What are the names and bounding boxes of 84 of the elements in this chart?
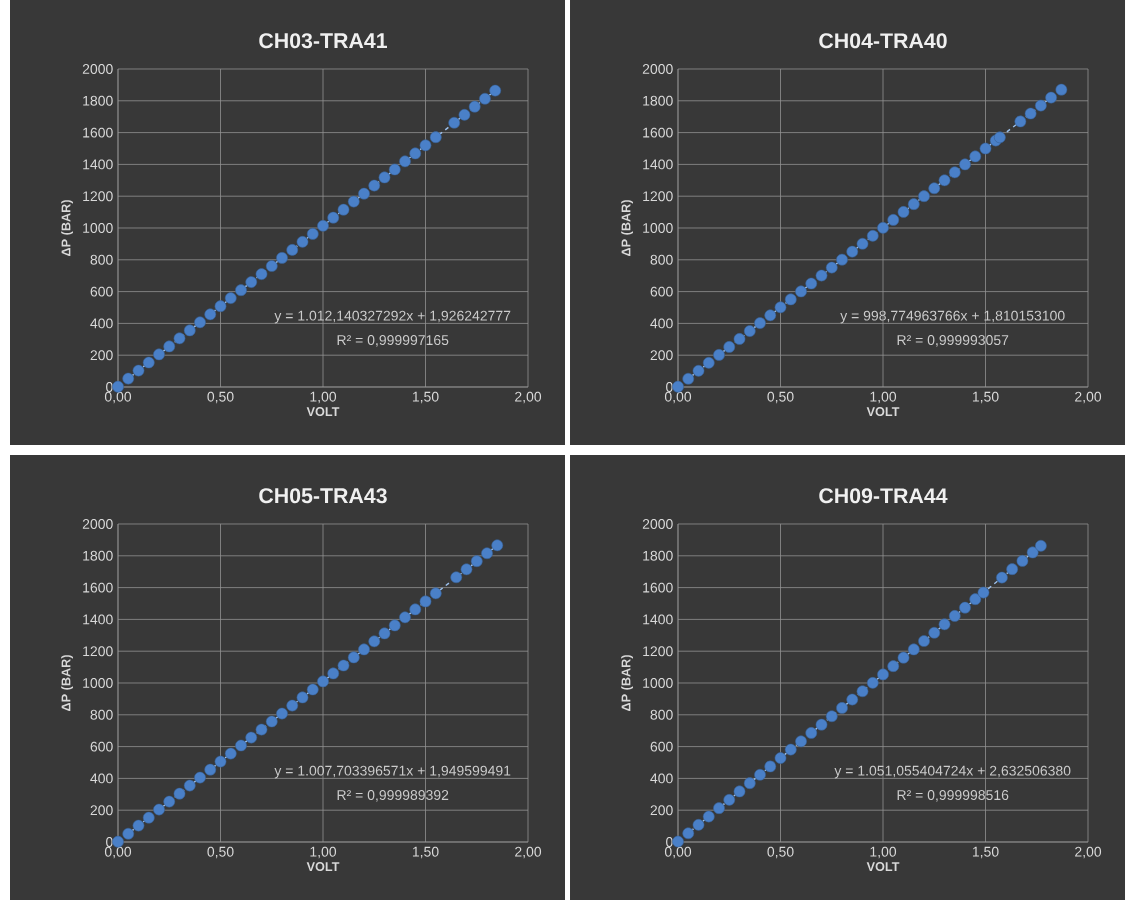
y-tick-label: 400 [90, 318, 113, 329]
annotation: y = 1.051,055404724x + 2,632506380 [834, 765, 1071, 779]
y-tick-label: 0 [106, 837, 113, 847]
y-tick-label: 800 [90, 709, 113, 720]
chart-title: CH05-TRA43 [259, 488, 387, 504]
x-tick-label: 0,00 [104, 391, 132, 404]
x-tick-label: 1,00 [870, 391, 897, 404]
y-tick-label: 1000 [83, 678, 113, 688]
y-tick-label: 2000 [82, 519, 113, 529]
y-tick-label: 200 [650, 350, 673, 361]
annotation: R² = 0,999989392 [337, 790, 449, 802]
y-tick-label: 600 [650, 741, 673, 752]
y-tick-label: 1200 [83, 191, 113, 202]
annotation: y = 1.012,140327292x + 1,926242777 [274, 310, 511, 324]
y-tick-label: 1000 [643, 223, 673, 233]
y-axis-title: ΔP (BAR) [621, 200, 633, 256]
y-tick-label: 1200 [643, 191, 673, 202]
y-tick-label: 200 [90, 350, 113, 361]
y-tick-label: 1200 [643, 646, 673, 657]
x-tick-label: 0,00 [664, 391, 692, 404]
y-tick-label: 1400 [643, 614, 673, 625]
x-tick-label: 1,50 [412, 391, 439, 404]
y-tick-label: 1600 [83, 582, 113, 593]
x-tick-label: 1,00 [310, 391, 337, 404]
y-tick-label: 1800 [83, 550, 113, 561]
y-tick-label: 600 [650, 286, 673, 297]
annotation: y = 998,774963766x + 1,810153100 [840, 310, 1065, 324]
x-tick-label: 0,50 [207, 391, 234, 404]
x-axis-title: VOLT [866, 407, 900, 417]
y-tick-label: 200 [650, 805, 673, 816]
x-tick-label: 1,50 [972, 391, 999, 404]
y-tick-label: 800 [650, 709, 673, 720]
chart-title: CH03-TRA41 [259, 33, 387, 49]
y-tick-label: 600 [90, 286, 113, 297]
x-tick-label: 1,00 [310, 846, 337, 859]
x-axis-title: VOLT [866, 862, 900, 872]
y-tick-label: 2000 [642, 519, 673, 529]
y-tick-label: 2000 [82, 64, 113, 74]
x-tick-label: 0,50 [767, 391, 794, 404]
y-axis-title: ΔP (BAR) [621, 655, 633, 711]
y-tick-label: 1400 [83, 159, 113, 170]
y-tick-label: 800 [90, 254, 113, 265]
y-tick-label: 1200 [83, 646, 113, 657]
y-axis-title: ΔP (BAR) [61, 200, 73, 256]
chart-title: CH09-TRA44 [819, 488, 948, 504]
annotation: y = 1.007,703396571x + 1,949599491 [274, 765, 511, 779]
y-axis-title: ΔP (BAR) [61, 655, 73, 711]
x-tick-label: 2,00 [515, 391, 542, 404]
y-tick-label: 1600 [83, 127, 113, 138]
y-tick-label: 1800 [643, 550, 673, 561]
y-tick-label: 1400 [643, 159, 673, 170]
x-tick-label: 1,50 [972, 846, 999, 859]
x-tick-label: 0,50 [767, 846, 794, 859]
x-tick-label: 2,00 [515, 846, 542, 859]
annotation: R² = 0,999997165 [337, 335, 449, 347]
chart-title: CH04-TRA40 [819, 33, 947, 49]
annotation: R² = 0,999998516 [897, 790, 1009, 802]
x-axis-title: VOLT [306, 407, 340, 417]
y-tick-label: 1800 [643, 95, 673, 106]
y-tick-label: 600 [90, 741, 113, 752]
y-tick-label: 1600 [643, 127, 673, 138]
x-tick-label: 1,50 [412, 846, 439, 859]
y-tick-label: 200 [90, 805, 113, 816]
x-tick-label: 2,00 [1075, 846, 1102, 859]
y-tick-label: 400 [650, 318, 673, 329]
x-tick-label: 0,50 [207, 846, 234, 859]
x-axis-title: VOLT [306, 862, 340, 872]
x-tick-label: 1,00 [870, 846, 897, 859]
y-tick-label: 2000 [642, 64, 673, 74]
y-tick-label: 1600 [643, 582, 673, 593]
y-tick-label: 800 [650, 254, 673, 265]
x-tick-label: 0,00 [104, 846, 132, 859]
x-tick-label: 0,00 [664, 846, 692, 859]
annotation: R² = 0,999993057 [897, 335, 1009, 347]
y-tick-label: 1000 [643, 678, 673, 688]
y-tick-label: 1800 [83, 95, 113, 106]
y-tick-label: 1000 [83, 223, 113, 233]
y-tick-label: 0 [106, 382, 113, 392]
y-tick-label: 0 [666, 382, 673, 392]
y-tick-label: 400 [90, 773, 113, 784]
y-tick-label: 0 [666, 837, 673, 847]
x-tick-label: 2,00 [1075, 391, 1102, 404]
y-tick-label: 400 [650, 773, 673, 784]
y-tick-label: 1400 [83, 614, 113, 625]
